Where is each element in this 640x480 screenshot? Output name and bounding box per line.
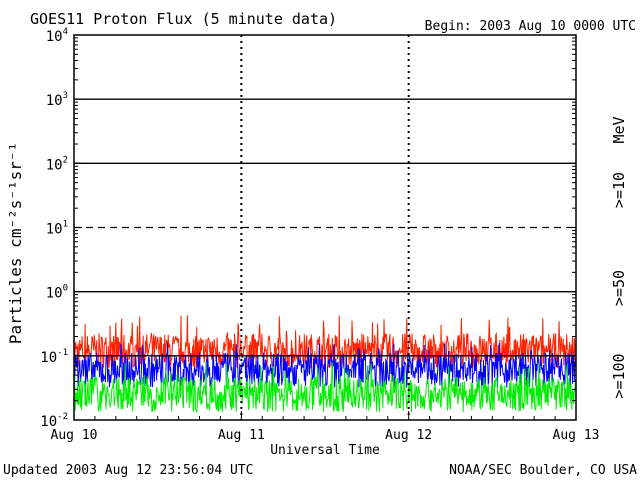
y-tick-label: 102 bbox=[46, 155, 68, 173]
x-axis: Aug 10 Aug 11 Aug 12 Aug 13 bbox=[51, 411, 600, 443]
series-layer bbox=[73, 315, 577, 414]
x-tick-label: Aug 10 bbox=[51, 428, 98, 443]
legend-series-50mev: >=50 bbox=[610, 270, 628, 306]
x-axis-label: Universal Time bbox=[270, 443, 380, 458]
y-tick-label: 10-2 bbox=[40, 412, 68, 430]
y-axis-label: Particles cm⁻²s⁻¹sr⁻¹ bbox=[6, 142, 25, 344]
series-line-3 bbox=[73, 362, 577, 414]
chart-title: GOES11 Proton Flux (5 minute data) bbox=[30, 10, 337, 28]
y-tick-label: 103 bbox=[46, 91, 68, 109]
x-tick-label: Aug 13 bbox=[553, 428, 600, 443]
x-tick-label: Aug 11 bbox=[218, 428, 265, 443]
grid-layer bbox=[74, 35, 576, 420]
unit-label-mev: MeV bbox=[610, 116, 628, 143]
y-tick-label: 100 bbox=[46, 284, 68, 302]
y-tick-label: 101 bbox=[46, 220, 68, 238]
y-tick-label: 10-1 bbox=[40, 348, 68, 366]
x-tick-label: Aug 12 bbox=[385, 428, 432, 443]
legend-series-10mev: >=10 bbox=[610, 172, 628, 208]
series-line-2 bbox=[73, 342, 577, 389]
y-axis: 10-2 10-1 100 101 102 103 104 bbox=[40, 27, 576, 430]
y-tick-label: 104 bbox=[46, 27, 68, 45]
updated-timestamp: Updated 2003 Aug 12 23:56:04 UTC bbox=[3, 463, 253, 478]
credit-text: NOAA/SEC Boulder, CO USA bbox=[449, 463, 637, 478]
legend-series-100mev: >=100 bbox=[610, 353, 628, 398]
begin-time: Begin: 2003 Aug 10 0000 UTC bbox=[425, 19, 636, 34]
